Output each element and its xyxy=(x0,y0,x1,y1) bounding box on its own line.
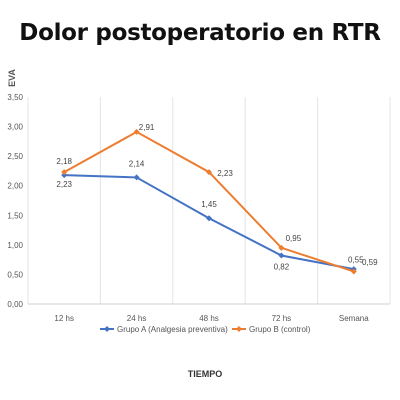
data-label: 0,95 xyxy=(286,234,302,243)
legend-label: Grupo A (Analgesia preventiva) xyxy=(117,325,228,334)
data-point xyxy=(133,128,140,135)
legend-swatch-marker xyxy=(236,326,242,332)
x-tick-label: 24 hs xyxy=(127,314,147,323)
y-tick-label: 2,00 xyxy=(7,182,23,191)
legend-swatch-marker xyxy=(104,326,110,332)
y-tick-label: 3,00 xyxy=(7,123,23,132)
y-tick-label: 2,50 xyxy=(7,152,23,161)
data-point xyxy=(278,252,285,259)
data-point xyxy=(350,268,357,275)
data-label: 0,82 xyxy=(274,263,290,272)
data-label: 0,59 xyxy=(362,258,378,267)
data-label: 2,14 xyxy=(129,159,145,168)
y-tick-label: 0,50 xyxy=(7,270,23,279)
data-point xyxy=(206,215,212,222)
data-label: 2,18 xyxy=(56,157,72,166)
data-label: 0,55 xyxy=(348,255,364,264)
data-label: 2,91 xyxy=(139,123,155,132)
series-group xyxy=(61,128,357,275)
data-point xyxy=(206,169,212,176)
y-tick-labels: 0,00 0,50 1,00 1,50 2,00 2,50 3,00 3,50 xyxy=(7,93,23,309)
data-label: 2,23 xyxy=(56,180,72,189)
data-label: 1,45 xyxy=(201,200,217,209)
x-axis-label: TIEMPO xyxy=(188,369,223,379)
x-tick-labels: 12 hs 24 hs 48 hs 72 hs Semana xyxy=(54,314,369,323)
x-tick-label: Semana xyxy=(339,314,369,323)
x-tick-label: 12 hs xyxy=(54,314,74,323)
data-point xyxy=(61,169,68,176)
data-labels: 2,18 2,14 1,45 0,82 0,59 2,23 2,91 2,23 0,95 0,55 xyxy=(56,123,378,272)
y-tick-label: 0,00 xyxy=(7,300,23,309)
data-point xyxy=(278,244,285,251)
series-line-grupo-a xyxy=(64,174,354,271)
y-tick-label: 1,00 xyxy=(7,241,23,250)
grid-lines xyxy=(27,97,391,304)
data-point xyxy=(133,174,140,181)
legend: Grupo A (Analgesia preventiva) Grupo B (c… xyxy=(100,325,311,334)
y-tick-label: 3,50 xyxy=(7,93,23,102)
x-tick-label: 72 hs xyxy=(272,314,292,323)
data-label: 2,23 xyxy=(217,169,233,178)
x-tick-label: 48 hs xyxy=(199,314,219,323)
y-tick-label: 1,50 xyxy=(7,211,23,220)
y-axis-label: EVA xyxy=(7,69,17,87)
legend-label: Grupo B (control) xyxy=(249,325,311,334)
chart-title: Dolor postoperatorio en RTR xyxy=(19,20,381,46)
